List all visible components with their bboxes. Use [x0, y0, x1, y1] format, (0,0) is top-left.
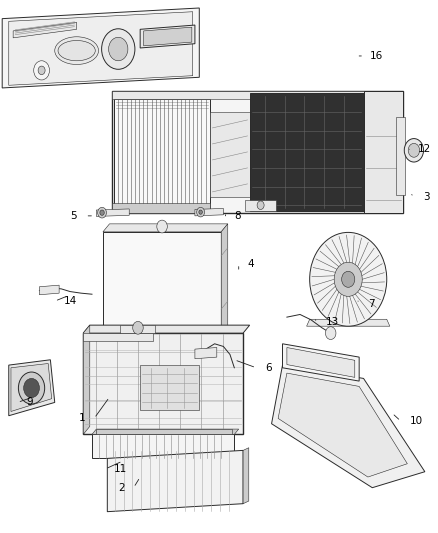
Polygon shape	[83, 333, 243, 434]
Polygon shape	[250, 93, 364, 211]
Polygon shape	[9, 360, 55, 416]
Polygon shape	[283, 344, 359, 381]
Circle shape	[24, 378, 39, 398]
Polygon shape	[114, 99, 210, 211]
Polygon shape	[96, 209, 129, 216]
Polygon shape	[287, 348, 355, 377]
Text: 8: 8	[234, 211, 241, 221]
Polygon shape	[195, 348, 217, 359]
Text: 12: 12	[418, 144, 431, 154]
Circle shape	[199, 210, 202, 214]
Text: 7: 7	[368, 299, 374, 309]
Circle shape	[310, 232, 387, 326]
Circle shape	[98, 207, 106, 218]
Circle shape	[38, 66, 45, 75]
Text: 10: 10	[410, 416, 423, 426]
Circle shape	[325, 327, 336, 340]
Text: 3: 3	[423, 192, 429, 202]
Polygon shape	[144, 27, 192, 46]
Polygon shape	[112, 203, 210, 213]
Polygon shape	[364, 91, 403, 213]
Circle shape	[334, 262, 362, 296]
Circle shape	[257, 201, 264, 209]
Circle shape	[102, 29, 135, 69]
Polygon shape	[2, 8, 199, 88]
Polygon shape	[13, 22, 77, 38]
Circle shape	[34, 61, 49, 80]
Polygon shape	[96, 429, 232, 434]
Polygon shape	[92, 434, 234, 458]
Circle shape	[157, 220, 167, 233]
Circle shape	[18, 372, 45, 404]
Polygon shape	[210, 112, 250, 197]
Polygon shape	[103, 224, 228, 232]
Polygon shape	[307, 319, 390, 326]
Polygon shape	[11, 364, 52, 411]
Circle shape	[197, 207, 205, 217]
Polygon shape	[243, 448, 249, 504]
Text: 1: 1	[79, 414, 85, 423]
Text: 11: 11	[114, 464, 127, 474]
Text: 16: 16	[370, 51, 383, 61]
Polygon shape	[245, 200, 276, 211]
Polygon shape	[272, 365, 425, 488]
Circle shape	[408, 143, 420, 157]
Circle shape	[109, 37, 128, 61]
Polygon shape	[120, 325, 155, 333]
Polygon shape	[140, 365, 199, 410]
Polygon shape	[195, 208, 223, 216]
Polygon shape	[83, 333, 153, 341]
Ellipse shape	[58, 41, 95, 61]
Polygon shape	[278, 373, 407, 477]
Polygon shape	[9, 12, 193, 85]
Polygon shape	[112, 91, 364, 99]
Polygon shape	[396, 117, 405, 195]
Circle shape	[342, 271, 355, 287]
Polygon shape	[112, 91, 403, 213]
Text: 5: 5	[70, 211, 77, 221]
Polygon shape	[83, 325, 250, 333]
Polygon shape	[39, 285, 59, 295]
Polygon shape	[107, 450, 243, 512]
Text: 4: 4	[247, 259, 254, 269]
Text: 13: 13	[326, 318, 339, 327]
Polygon shape	[83, 325, 90, 434]
Polygon shape	[103, 232, 221, 336]
Ellipse shape	[55, 37, 99, 64]
Circle shape	[133, 321, 143, 334]
Polygon shape	[92, 429, 239, 434]
Circle shape	[404, 139, 424, 162]
Circle shape	[100, 210, 104, 215]
Polygon shape	[140, 25, 195, 48]
Text: 2: 2	[118, 483, 125, 492]
Text: 9: 9	[26, 398, 33, 407]
Text: 6: 6	[265, 363, 272, 373]
Text: 14: 14	[64, 296, 77, 306]
Polygon shape	[221, 224, 228, 336]
